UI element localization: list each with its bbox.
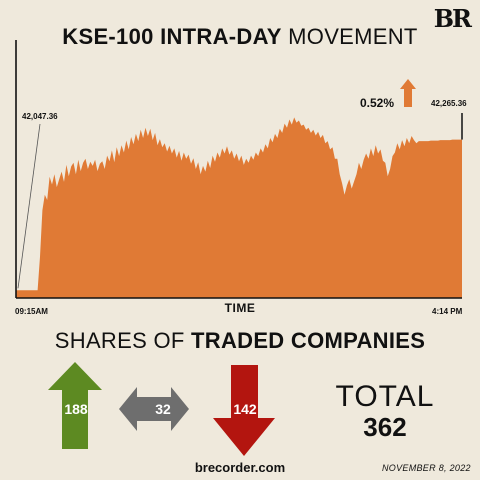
total-value: 362 (363, 412, 407, 442)
advanced-count: 188 (64, 401, 88, 417)
title-bold: KSE-100 INTRA-DAY (62, 24, 282, 49)
declined-count: 142 (233, 401, 257, 417)
publish-date: NOVEMBER 8, 2022 (382, 463, 471, 473)
x-axis-label: TIME (224, 301, 256, 315)
up-arrow-icon (48, 362, 102, 449)
close-value-label: 42,265.36 (431, 99, 467, 108)
site-url: brecorder.com (194, 460, 286, 475)
x-end-label: 4:14 PM (432, 307, 463, 316)
total-label: TOTAL (335, 380, 435, 413)
intraday-area (16, 117, 462, 299)
title-rest: MOVEMENT (281, 24, 418, 49)
unchanged-count: 32 (155, 401, 171, 417)
breadth-heading-bold: TRADED COMPANIES (191, 328, 426, 353)
pct-up-arrow-icon (400, 79, 416, 107)
down-arrow-icon (213, 365, 275, 456)
chart-title: KSE-100 INTRA-DAY MOVEMENT (0, 24, 480, 50)
change-percent: 0.52% (360, 96, 395, 110)
open-leader-line (17, 123, 41, 289)
open-value-label: 42,047.36 (22, 112, 58, 121)
x-start-label: 09:15AM (15, 307, 48, 316)
breadth-heading-normal: SHARES OF (54, 328, 192, 353)
left-right-arrow-icon (119, 387, 189, 431)
breadth-heading: SHARES OF TRADED COMPANIES (0, 328, 480, 354)
brand-logo: BR (433, 4, 472, 33)
